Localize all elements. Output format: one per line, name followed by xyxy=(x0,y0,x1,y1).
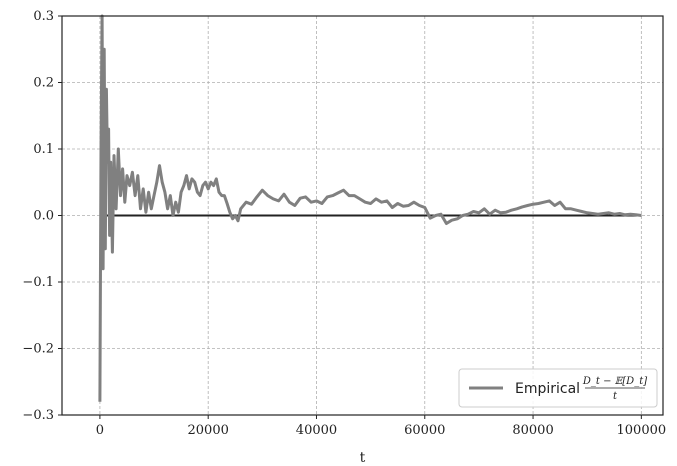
x-tick-label-5: 100000 xyxy=(617,423,667,438)
legend-math-numerator: D_t − 𝔼[D_t] xyxy=(582,376,647,387)
y-tick-label-0: −0.3 xyxy=(22,408,54,423)
x-axis-title: t xyxy=(360,450,366,466)
x-tick-label-0: 0 xyxy=(96,423,104,438)
x-axis: 0 20000 40000 60000 80000 100000 xyxy=(96,415,666,438)
x-tick-label-1: 20000 xyxy=(188,423,229,438)
series-layer xyxy=(98,14,642,402)
y-tick-label-1: −0.2 xyxy=(22,342,54,357)
y-axis: −0.3 −0.2 −0.1 0.0 0.1 0.2 0.3 xyxy=(22,9,62,423)
y-tick-label-3: 0.0 xyxy=(33,209,54,224)
series-line-empirical xyxy=(98,14,642,402)
legend-box xyxy=(458,368,658,408)
x-tick-label-2: 40000 xyxy=(296,423,337,438)
y-tick-label-2: −0.1 xyxy=(22,275,54,290)
y-tick-label-4: 0.1 xyxy=(33,142,54,157)
legend-label-empirical: Empirical xyxy=(515,381,580,397)
y-tick-label-6: 0.3 xyxy=(33,9,54,24)
x-tick-label-3: 60000 xyxy=(404,423,445,438)
y-tick-label-5: 0.2 xyxy=(33,76,54,91)
x-tick-label-4: 80000 xyxy=(512,423,553,438)
legend: Empirical D_t − 𝔼[D_t] t xyxy=(458,368,658,408)
legend-math-denominator: t xyxy=(613,391,618,402)
